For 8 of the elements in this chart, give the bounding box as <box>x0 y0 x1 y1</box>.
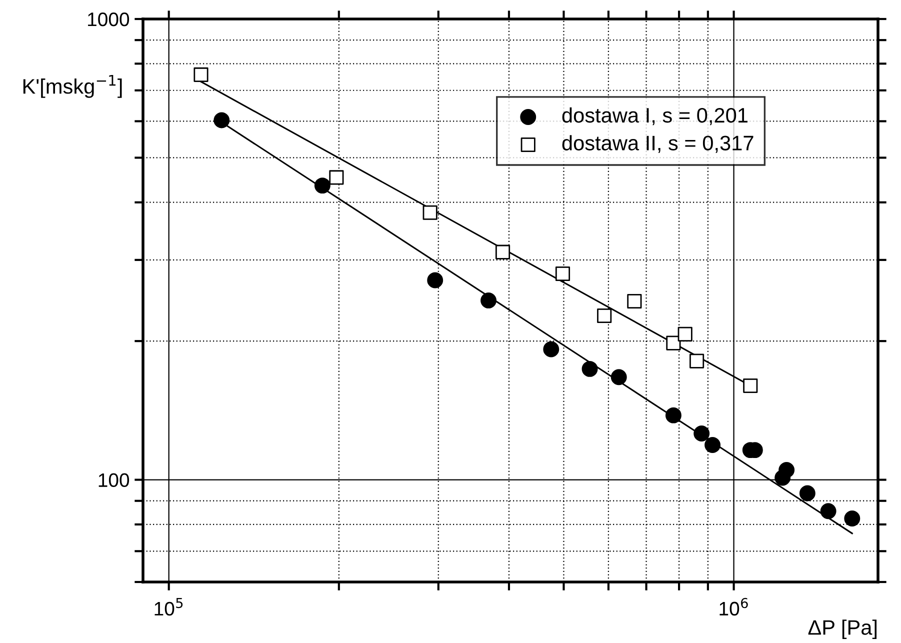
x-tick-label: 10$^{6}$ <box>720 598 748 616</box>
legend-label: dostawa I, s = 0,201 <box>562 107 748 126</box>
y-tick-label: 100 <box>98 473 130 488</box>
x-axis-title: ΔP [Pa] <box>808 620 877 639</box>
legend-label: dostawa II, s = 0,317 <box>562 135 754 153</box>
x-tick-label: 10$^{5}$ <box>154 598 183 616</box>
y-axis-title: K'[mskg$^{−1}$] <box>23 74 122 98</box>
y-tick-label: 1000 <box>88 12 130 26</box>
